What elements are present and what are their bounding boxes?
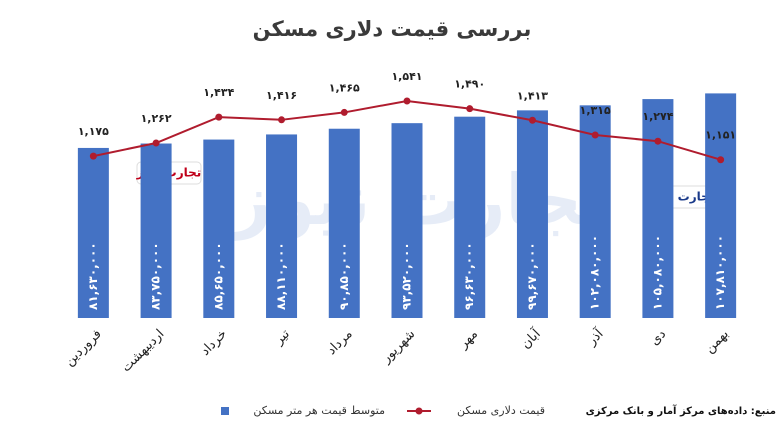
bar [140,143,172,318]
bar [328,128,360,318]
line-value-label: ۱,۱۷۵ [78,125,109,138]
line-value-label: ۱,۴۱۳ [517,89,548,102]
bar [77,147,109,318]
bar [454,116,486,318]
line-value-label: ۱,۵۴۱ [391,70,422,83]
line-value-label: ۱,۱۵۱ [705,129,736,142]
line-value-label: ۱,۴۶۵ [329,81,360,94]
bar-value-label: ۹۹,۶۷۰,۰۰۰ [525,242,539,310]
bar-value-label: ۱۰۲,۰۸۰,۰۰۰ [588,235,602,310]
line-point [466,105,474,113]
bar [516,110,548,319]
x-tick-label: آبان [517,324,545,352]
line-point [654,137,662,145]
legend-swatch [415,407,423,415]
legend-swatch [221,407,229,415]
x-tick-label: تیر [271,326,293,348]
line-point [215,113,223,121]
bar-value-label: ۱۰۷,۸۱۰,۰۰۰ [713,235,727,310]
line-value-label: ۱,۴۳۴ [203,86,234,99]
line-point [528,116,536,124]
bar [579,105,611,318]
legend-label: متوسط قیمت هر متر مسکن [253,404,385,417]
bar [203,139,235,318]
line-value-label: ۱,۴۹۰ [454,78,485,91]
x-tick-label: شهریور [378,327,418,367]
legend-label: قیمت دلاری مسکن [457,404,545,417]
x-tick-label: بهمن [702,327,732,357]
bar [705,93,737,318]
bar [642,99,674,318]
bar [391,123,423,319]
line-point [152,139,160,147]
bar [266,134,298,318]
x-tick-label: مرداد [324,327,355,358]
x-tick-label: اردیبهشت [119,327,167,375]
line-value-label: ۱,۲۶۲ [141,112,172,125]
x-tick-label: فروردین [62,327,105,370]
x-tick-label: آذر [583,324,608,349]
bar-value-label: ۹۶,۶۳۰,۰۰۰ [462,242,476,310]
bar-value-label: ۸۳,۷۵۰,۰۰۰ [149,242,163,310]
line-point [278,116,286,124]
x-tick-label: مهر [455,327,481,353]
line-value-label: ۱,۴۱۶ [266,89,297,102]
source: منبع: داده‌های مرکز آمار و بانک مرکزی [586,404,776,417]
line-point [89,152,97,160]
bar-value-label: ۸۸,۱۱۰,۰۰۰ [274,242,288,310]
line-point [591,131,599,139]
x-tick-label: دی [647,327,669,349]
bar-value-label: ۸۱,۶۳۰,۰۰۰ [86,242,100,310]
line-point [340,108,348,116]
x-tick-label: خرداد [198,327,230,359]
line-value-label: ۱,۳۱۵ [580,104,611,117]
line-point [403,97,411,105]
bar-value-label: ۹۰,۸۵۰,۰۰۰ [337,242,351,310]
line-value-label: ۱,۲۷۴ [642,110,673,123]
chart-title: بررسی قیمت دلاری مسکن [253,17,532,41]
bar-value-label: ۸۵,۶۵۰,۰۰۰ [211,242,225,310]
bar-value-label: ۹۳,۵۲۰,۰۰۰ [400,242,414,310]
bar-value-label: ۱۰۵,۰۸۰,۰۰۰ [650,235,664,310]
line-point [717,156,725,164]
